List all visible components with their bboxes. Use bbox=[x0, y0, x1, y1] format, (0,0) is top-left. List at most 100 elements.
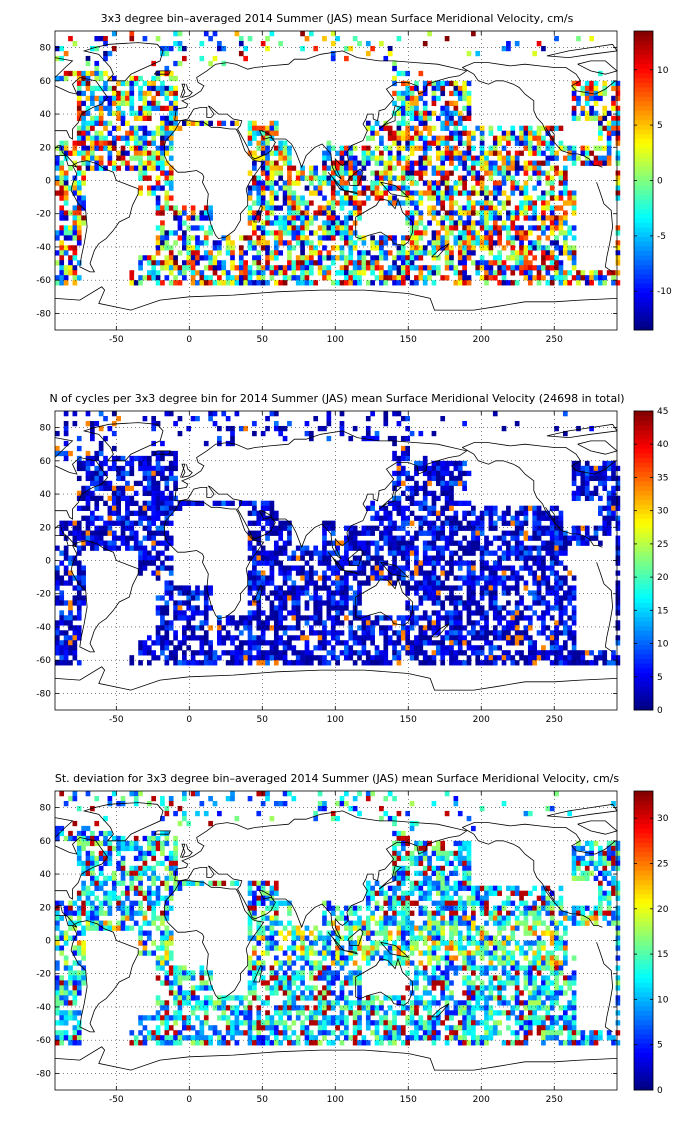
chart-cycle-count-cell bbox=[287, 585, 292, 591]
chart-cycle-count-cell bbox=[396, 570, 402, 576]
chart-mean-velocity-cell bbox=[265, 210, 270, 216]
chart-mean-velocity-cell bbox=[435, 155, 441, 161]
chart-mean-velocity-cell bbox=[190, 270, 196, 276]
chart-mean-velocity-cell bbox=[571, 145, 577, 151]
chart-mean-velocity-cell bbox=[471, 205, 476, 211]
chart-cycle-count-cell bbox=[98, 425, 104, 432]
chart-cycle-count-cell bbox=[85, 500, 91, 506]
chart-cycle-count-cell bbox=[374, 515, 380, 521]
chart-mean-velocity-cell bbox=[352, 205, 358, 211]
chart-cycle-count-cell bbox=[182, 500, 187, 506]
chart-cycle-count-cell bbox=[615, 605, 621, 611]
chart-mean-velocity-cell bbox=[400, 95, 406, 102]
chart-cycle-count-cell bbox=[278, 560, 284, 566]
chart-mean-velocity-cell bbox=[479, 235, 485, 241]
chart-cycle-count-cell bbox=[146, 490, 152, 497]
chart-mean-velocity-cell bbox=[256, 280, 262, 286]
chart-mean-velocity-cell bbox=[168, 260, 174, 266]
chart-cycle-count-cell bbox=[361, 620, 367, 626]
chart-mean-velocity-cell bbox=[545, 225, 551, 231]
chart-mean-velocity-cell bbox=[252, 160, 257, 166]
chart-cycle-count-cell bbox=[252, 610, 257, 616]
chart-cycle-count-cell bbox=[278, 530, 284, 536]
chart-cycle-count-cell bbox=[287, 540, 292, 546]
chart-mean-velocity-cell bbox=[514, 155, 520, 161]
chart-mean-velocity-grid bbox=[55, 31, 617, 330]
chart-mean-velocity-cell bbox=[76, 275, 82, 281]
chart-cycle-count-cell bbox=[431, 470, 437, 477]
chart-cycle-count-cell bbox=[208, 411, 213, 417]
chart-cycle-count-cell bbox=[81, 600, 86, 606]
chart-cycle-count-cell bbox=[90, 520, 95, 526]
chart-cycle-count-cell bbox=[589, 535, 594, 541]
chart-cycle-count-cell bbox=[440, 580, 446, 586]
chart-mean-velocity-cell bbox=[173, 215, 178, 221]
chart-mean-velocity-cell bbox=[129, 130, 135, 136]
chart-mean-velocity-cell bbox=[519, 185, 524, 191]
chart-cycle-count-cell bbox=[291, 595, 297, 601]
chart-mean-velocity-cell bbox=[527, 250, 533, 256]
chart-cycle-count-cell bbox=[348, 585, 354, 591]
chart-mean-velocity-cell bbox=[598, 155, 603, 161]
chart-mean-velocity-cell bbox=[151, 140, 157, 146]
chart-mean-velocity-cell bbox=[431, 80, 437, 87]
chart-cycle-count-cell bbox=[431, 500, 437, 506]
chart-mean-velocity-cell bbox=[326, 250, 332, 256]
chart-mean-velocity-cell bbox=[155, 205, 161, 211]
chart-mean-velocity-cell bbox=[164, 170, 170, 176]
chart-mean-velocity-cell bbox=[405, 220, 411, 226]
chart-mean-velocity-cell bbox=[387, 195, 393, 201]
chart-cycle-count-cell bbox=[506, 530, 511, 536]
chart-mean-velocity-cell bbox=[611, 85, 616, 92]
chart-mean-velocity-cell bbox=[431, 205, 437, 211]
chart-mean-velocity-cell bbox=[330, 215, 336, 221]
chart-mean-velocity-cell bbox=[409, 135, 415, 141]
chart-mean-velocity-cell bbox=[326, 140, 332, 146]
chart-mean-velocity-cell bbox=[317, 185, 323, 191]
chart-mean-velocity-cell bbox=[278, 215, 284, 221]
chart-cycle-count-cell bbox=[260, 545, 266, 551]
chart-cycle-count-cell bbox=[571, 530, 577, 536]
chart-mean-velocity-cell bbox=[466, 105, 472, 112]
chart-mean-velocity-cell bbox=[142, 150, 148, 156]
chart-cycle-count-cell bbox=[111, 545, 117, 551]
chart-mean-velocity-cell bbox=[379, 40, 384, 47]
chart-cycle-count-cell bbox=[85, 470, 91, 477]
chart-cycle-count-cell bbox=[523, 635, 529, 641]
chart-mean-velocity-coastline bbox=[153, 70, 171, 75]
chart-mean-velocity-cell bbox=[208, 35, 213, 42]
chart-mean-velocity-cell bbox=[449, 100, 454, 107]
chart-cycle-count-cell bbox=[155, 625, 161, 631]
chart-mean-velocity-cell bbox=[291, 265, 297, 271]
chart-mean-velocity-cell bbox=[488, 170, 494, 176]
chart-mean-velocity-cell bbox=[164, 95, 170, 102]
chart-mean-velocity-cell bbox=[400, 90, 406, 97]
chart-mean-velocity-cell bbox=[129, 80, 135, 87]
chart-mean-velocity-cell bbox=[440, 140, 446, 146]
chart-cycle-count-cell bbox=[129, 520, 135, 526]
chart-mean-velocity-cell bbox=[252, 200, 257, 206]
chart-cycle-count-cell bbox=[164, 625, 170, 631]
chart-cycle-count-cell bbox=[497, 610, 502, 616]
chart-cycle-count-cell bbox=[405, 585, 411, 591]
chart-cycle-count-cell bbox=[173, 450, 178, 457]
chart-cycle-count-cell bbox=[554, 580, 559, 586]
chart-mean-velocity-cell bbox=[536, 170, 542, 176]
chart-cycle-count-cell bbox=[252, 520, 257, 526]
chart-mean-velocity-cell bbox=[593, 85, 599, 92]
chart-cycle-count-cell bbox=[611, 515, 616, 521]
chart-mean-velocity-cell bbox=[365, 195, 371, 201]
chart-mean-velocity-cell bbox=[133, 165, 139, 171]
chart-mean-velocity-cell bbox=[72, 190, 78, 196]
chart-cycle-count-cell bbox=[352, 640, 358, 646]
chart-mean-velocity-cell bbox=[471, 230, 476, 236]
chart-cycle-count-cell bbox=[282, 640, 288, 646]
chart-mean-velocity-cell bbox=[466, 255, 472, 261]
chart-mean-velocity-cell bbox=[484, 195, 489, 201]
chart-cycle-count-cell bbox=[545, 550, 551, 556]
chart-mean-velocity-cell bbox=[330, 245, 336, 251]
chart-cycle-count-cell bbox=[409, 615, 415, 621]
chart-mean-velocity-cell bbox=[541, 275, 546, 281]
chart-cycle-count-cell bbox=[125, 540, 130, 546]
chart-mean-velocity-cell bbox=[260, 180, 266, 186]
